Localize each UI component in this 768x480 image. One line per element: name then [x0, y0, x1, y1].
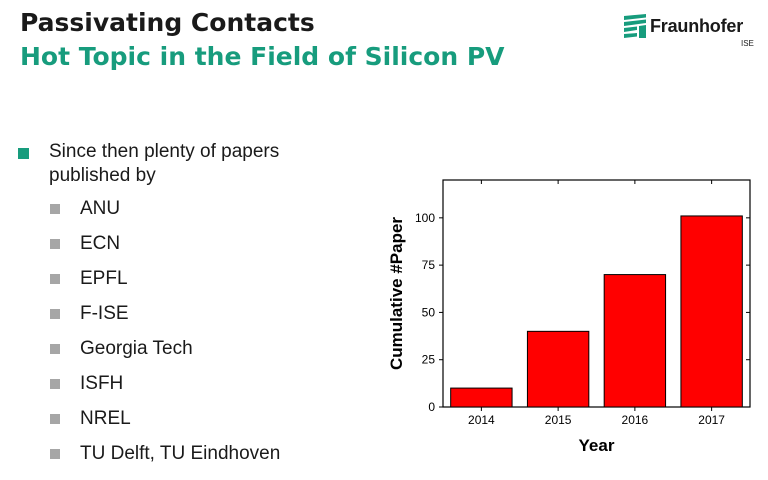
- list-item: NREL: [50, 406, 280, 441]
- institution-label: ANU: [80, 198, 121, 219]
- list-item: Georgia Tech: [50, 336, 280, 371]
- x-tick-label: 2017: [698, 413, 725, 427]
- main-bullet-text: Since then plenty of papers published by: [49, 141, 280, 186]
- bar: [450, 387, 513, 408]
- bar: [680, 215, 743, 408]
- logo-sub: ISE: [741, 39, 754, 48]
- fraunhofer-logo-icon: [624, 14, 646, 38]
- bullet-square-icon: [50, 449, 60, 459]
- page-title: Passivating Contacts: [20, 8, 315, 37]
- y-axis-label: Cumulative #Paper: [387, 217, 406, 370]
- bullet-square-icon: [50, 204, 60, 214]
- bullet-square-icon: [50, 379, 60, 389]
- institution-label: ISFH: [80, 373, 124, 394]
- list-item: TU Delft, TU Eindhoven: [50, 441, 280, 476]
- list-item: ANU: [50, 196, 280, 231]
- x-tick-label: 2014: [468, 413, 495, 427]
- institution-label: ECN: [80, 233, 121, 254]
- list-item: EPFL: [50, 266, 280, 301]
- institution-label: EPFL: [80, 268, 128, 289]
- list-item: ECN: [50, 231, 280, 266]
- bar: [603, 274, 667, 408]
- logo-name: Fraunhofer: [650, 16, 744, 36]
- institution-list: ANU ECN EPFL F-ISE Georgia Tech ISFH NRE…: [50, 196, 280, 476]
- bullet-square-icon: [50, 344, 60, 354]
- fraunhofer-logo: Fraunhofer ISE: [624, 14, 760, 62]
- bar-chart: 2014 2015 2016 2017 0 25 50 75 100 Year Cumulative…: [387, 179, 751, 455]
- y-tick-label: 75: [422, 258, 436, 272]
- bar: [526, 330, 590, 408]
- bullet-square-icon: [50, 414, 60, 424]
- list-item: F-ISE: [50, 301, 280, 336]
- y-tick-label: 100: [415, 211, 435, 225]
- institution-label: Georgia Tech: [80, 338, 193, 359]
- x-axis-label: Year: [579, 436, 615, 455]
- bullet-square-icon: [50, 274, 60, 284]
- y-tick-label: 25: [422, 353, 436, 367]
- x-tick-label: 2015: [545, 413, 572, 427]
- page-subtitle: Hot Topic in the Field of Silicon PV: [20, 42, 505, 71]
- y-tick-label: 0: [428, 400, 435, 414]
- institution-label: F-ISE: [80, 303, 129, 324]
- list-item: ISFH: [50, 371, 280, 406]
- institution-label: TU Delft, TU Eindhoven: [80, 443, 281, 464]
- y-tick-label: 50: [422, 305, 436, 319]
- bullet-square-icon: [50, 239, 60, 249]
- plot-frame: [442, 179, 751, 408]
- bullet-square-icon: [50, 309, 60, 319]
- main-bullet: Since then plenty of papers published by: [18, 140, 348, 188]
- institution-label: NREL: [80, 408, 131, 429]
- bullet-square-icon: [18, 148, 29, 159]
- x-tick-label: 2016: [622, 413, 649, 427]
